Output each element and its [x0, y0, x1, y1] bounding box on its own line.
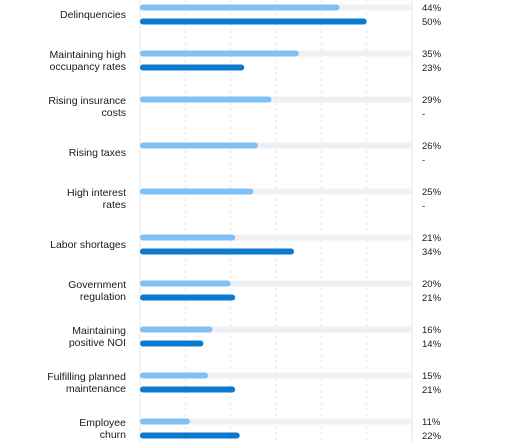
category-label: Rising insurance costs: [48, 95, 126, 119]
bar-track: [140, 418, 412, 425]
value-label: -: [422, 109, 425, 120]
label-layer: Delinquencies 44% 50% Maintaining high occup…: [47, 3, 441, 442]
value-label: 22%: [422, 431, 442, 442]
category-label-line: Fulfilling planned: [47, 371, 126, 383]
bar: [140, 248, 295, 255]
value-label: 34%: [422, 247, 442, 258]
value-label: 15%: [422, 371, 442, 382]
bar: [140, 340, 204, 347]
category-label-line: rates: [103, 199, 126, 211]
bar: [140, 96, 272, 103]
value-label: 16%: [422, 325, 442, 336]
category-label: High interest rates: [67, 187, 126, 211]
value-label: -: [422, 201, 425, 212]
bar-layer: [140, 4, 367, 439]
value-label: 29%: [422, 95, 442, 106]
category-label: Maintaining high occupancy rates: [50, 49, 127, 73]
category-label-line: Employee: [79, 417, 126, 429]
category-label-line: churn: [100, 429, 126, 441]
bar: [140, 418, 190, 425]
value-label: 35%: [422, 49, 442, 60]
bar: [140, 4, 340, 11]
bar: [140, 18, 367, 25]
category-label-line: Delinquencies: [60, 9, 126, 21]
bar: [140, 64, 245, 71]
bar-track: [140, 372, 412, 379]
value-label: 25%: [422, 187, 442, 198]
bar: [140, 234, 236, 241]
category-label-line: Maintaining high: [50, 49, 127, 61]
category-label: Fulfilling planned maintenance: [47, 371, 126, 395]
bar: [140, 294, 236, 301]
bar: [140, 280, 231, 287]
category-label: Rising taxes: [69, 147, 126, 159]
category-label-line: Rising taxes: [69, 147, 126, 159]
value-label: 50%: [422, 17, 442, 28]
category-label: Government regulation: [68, 279, 126, 303]
category-label-line: occupancy rates: [50, 61, 126, 73]
value-label: 11%: [422, 417, 441, 428]
value-label: 44%: [422, 3, 442, 14]
value-label: -: [422, 155, 425, 166]
category-label-line: Labor shortages: [50, 239, 126, 251]
value-label: 21%: [422, 293, 442, 304]
bar: [140, 326, 213, 333]
category-label: Delinquencies: [60, 9, 126, 21]
bar: [140, 372, 208, 379]
category-label-line: positive NOI: [69, 337, 126, 349]
bar: [140, 432, 240, 439]
category-label: Employee churn: [79, 417, 126, 441]
category-label-line: regulation: [80, 291, 126, 303]
value-label: 21%: [422, 385, 442, 396]
bar: [140, 188, 254, 195]
category-label-line: Government: [68, 279, 126, 291]
value-label: 26%: [422, 141, 442, 152]
category-label-line: Maintaining: [72, 325, 126, 337]
value-label: 14%: [422, 339, 442, 350]
grid-layer: [139, 0, 413, 442]
bar: [140, 50, 299, 57]
category-label-line: maintenance: [66, 383, 126, 395]
value-label: 20%: [422, 279, 442, 290]
value-label: 23%: [422, 63, 442, 74]
category-label: Labor shortages: [50, 239, 126, 251]
value-label: 21%: [422, 233, 442, 244]
category-label: Maintaining positive NOI: [69, 325, 126, 349]
bar: [140, 142, 258, 149]
bar: [140, 386, 236, 393]
category-label-line: High interest: [67, 187, 126, 199]
category-label-line: Rising insurance: [48, 95, 126, 107]
category-label-line: costs: [101, 107, 126, 119]
